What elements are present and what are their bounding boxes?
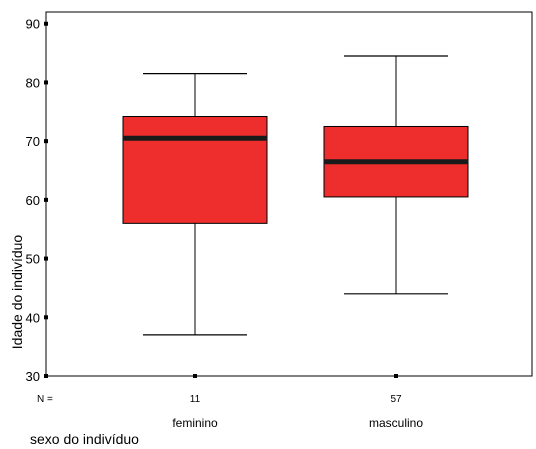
y-tick-label: 30 xyxy=(26,369,40,384)
n-label: N = xyxy=(37,394,53,405)
box-feminino xyxy=(122,73,268,336)
y-tick-label: 70 xyxy=(26,134,40,149)
x-tick-mark xyxy=(193,374,197,378)
y-tick-mark xyxy=(44,80,48,85)
x-axis-title: sexo do indivíduo xyxy=(30,431,139,447)
box-masculino xyxy=(323,55,469,295)
y-tick-mark xyxy=(44,139,48,144)
y-tick-label: 60 xyxy=(26,193,40,208)
y-tick-mark xyxy=(44,374,48,378)
y-axis: 30 40 50 60 70 80 90 xyxy=(26,17,48,384)
box-rect xyxy=(122,116,268,224)
n-count-feminino: 11 xyxy=(190,394,201,405)
n-count-masculino: 57 xyxy=(390,394,402,405)
box-series xyxy=(122,55,469,336)
y-tick-mark xyxy=(44,315,48,320)
y-tick-label: 90 xyxy=(26,17,40,32)
y-tick-mark xyxy=(44,197,48,202)
x-tick-mark xyxy=(394,374,398,378)
x-category-label-masculino: masculino xyxy=(369,416,423,430)
y-tick-label: 40 xyxy=(26,310,40,325)
x-category-label-feminino: feminino xyxy=(172,416,218,430)
y-tick-label: 50 xyxy=(26,252,40,267)
x-axis: 11 feminino 57 masculino xyxy=(172,374,423,430)
y-tick-mark xyxy=(44,256,48,261)
y-axis-title: Idade do indivíduo xyxy=(9,235,25,350)
y-tick-mark xyxy=(44,21,48,26)
y-tick-label: 80 xyxy=(26,75,40,90)
